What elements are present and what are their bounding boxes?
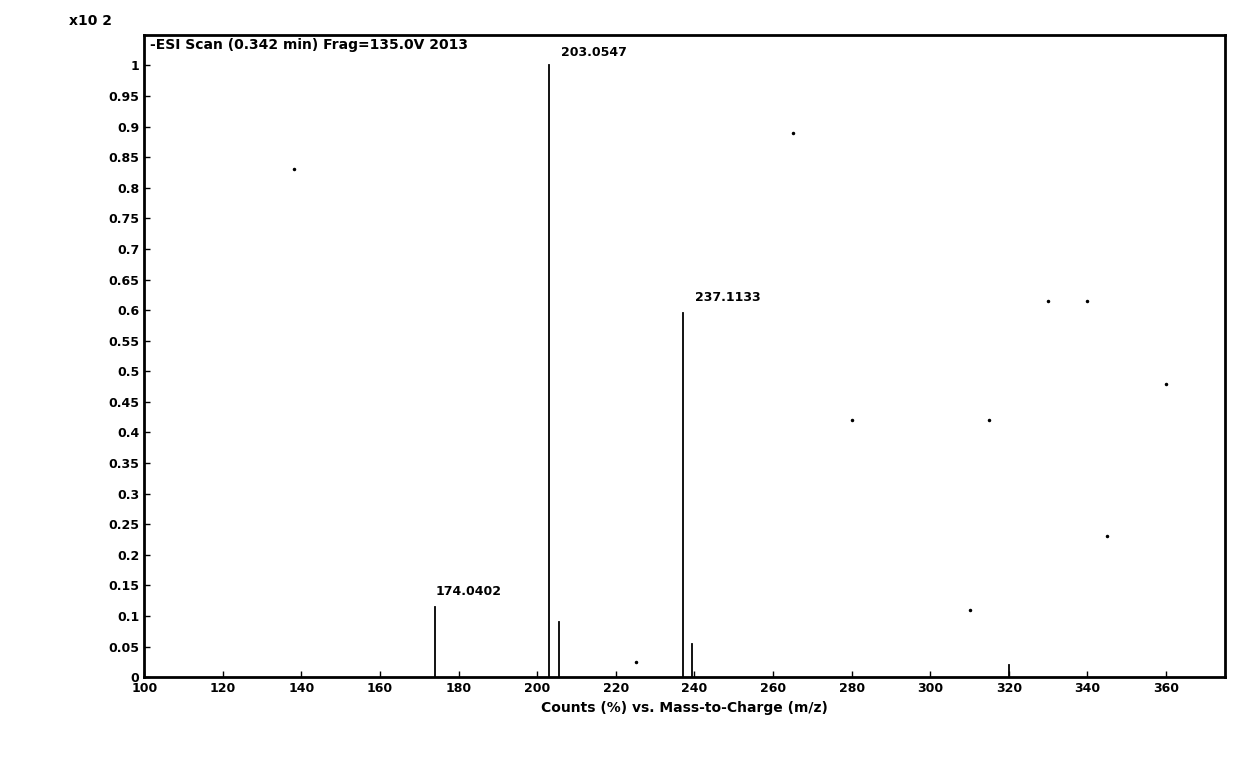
Text: 203.0547: 203.0547 [560,46,627,59]
Text: 237.1133: 237.1133 [694,291,760,304]
Text: -ESI Scan (0.342 min) Frag=135.0V 2013: -ESI Scan (0.342 min) Frag=135.0V 2013 [150,38,467,52]
X-axis label: Counts (%) vs. Mass-to-Charge (m/z): Counts (%) vs. Mass-to-Charge (m/z) [541,701,828,714]
Text: x10 2: x10 2 [68,14,112,28]
Text: 174.0402: 174.0402 [435,584,501,597]
